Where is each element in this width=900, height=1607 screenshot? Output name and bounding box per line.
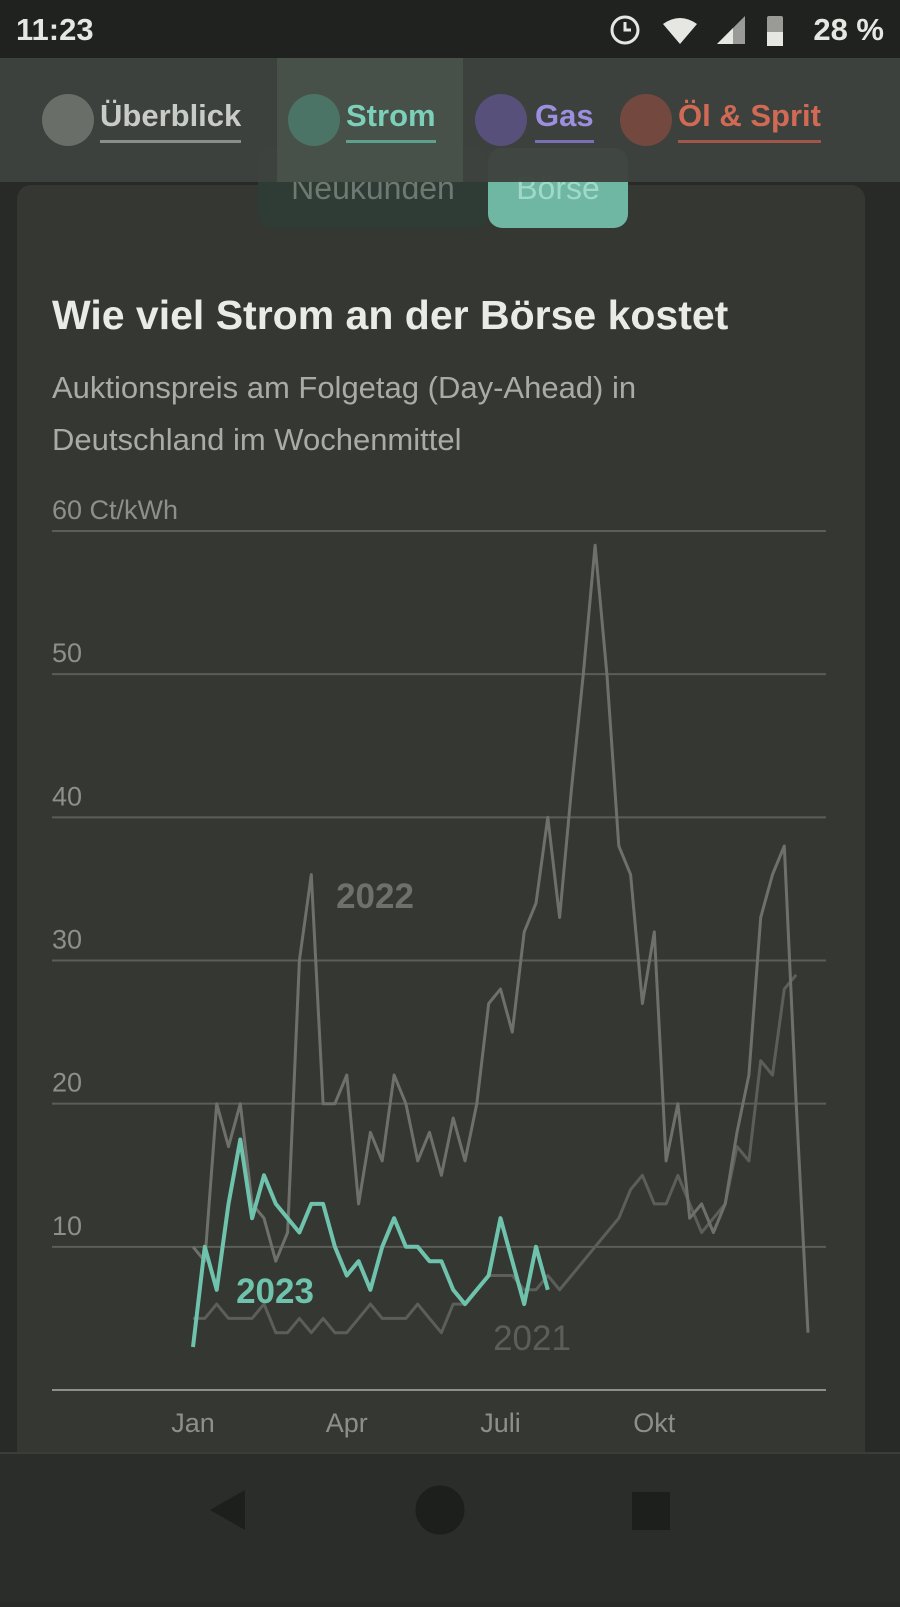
series-label: 2022 [336,877,414,916]
y-tick-label: 20 [52,1068,82,1098]
back-button[interactable] [210,1490,245,1530]
tab-icon [475,94,527,146]
series-label: 2021 [493,1319,571,1358]
tab[interactable]: Überblick [42,58,272,182]
tab-active[interactable]: Strom [277,58,463,182]
tab-icon [42,94,94,146]
x-tick-label: Juli [480,1408,521,1438]
chart-title: Wie viel Strom an der Börse kostet [52,292,729,338]
tab-icon [288,94,340,146]
y-tick-label: 10 [52,1211,82,1241]
y-tick-label: 60 Ct/kWh [52,495,178,525]
series-line [193,973,798,1335]
x-tick-label: Apr [326,1408,368,1438]
y-tick-label: 50 [52,638,82,668]
x-tick-label: Okt [633,1408,676,1438]
status-bar: 11:23 28 % [0,0,900,58]
tab-label: Gas [535,98,594,143]
tab[interactable]: Gas [475,58,605,182]
x-tick-label: Jan [171,1408,215,1438]
tab-label: Überblick [100,98,242,143]
tab-icon [620,94,672,146]
clock: 11:23 [16,12,94,47]
y-tick-label: 40 [52,781,82,811]
chart-subtitle: Auktionspreis am Folgetag (Day-Ahead) in… [52,370,637,457]
tab-bar: Überblick Strom Gas Öl & Sprit [0,58,900,182]
series-line [191,543,810,1333]
battery-level: 28 % [813,12,884,47]
tab-label: Öl & Sprit [678,98,821,143]
status-icons [610,15,783,46]
home-button[interactable] [415,1485,465,1535]
series-line [191,1137,550,1348]
chart-card [17,185,865,1485]
tab[interactable]: Öl & Sprit [620,58,850,182]
series-label: 2023 [236,1272,314,1311]
recents-button[interactable] [632,1492,670,1530]
y-tick-label: 30 [52,925,82,955]
tab-label: Strom [346,98,436,143]
nav-icons [210,1485,670,1535]
navigation-bar [0,1452,900,1602]
